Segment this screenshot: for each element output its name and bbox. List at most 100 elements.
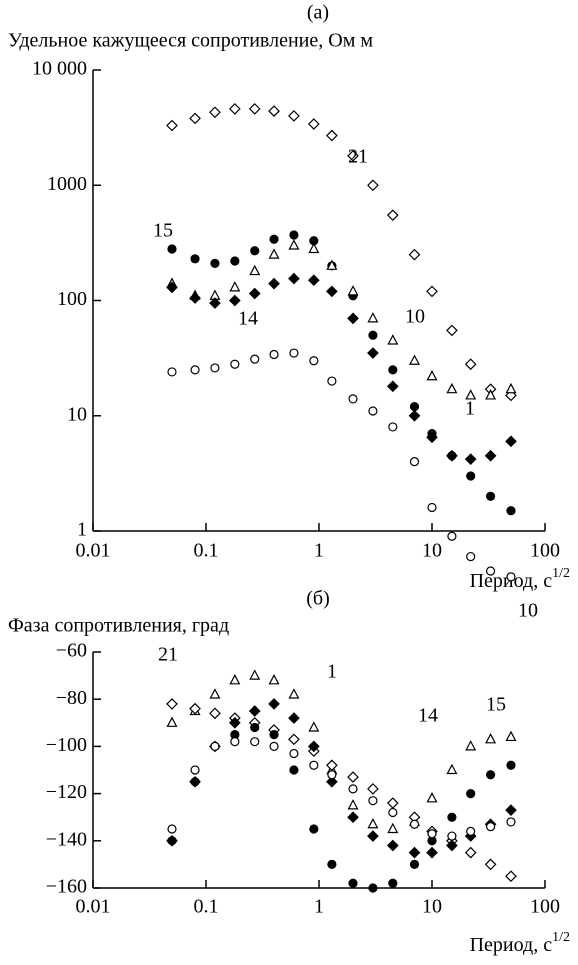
point xyxy=(250,246,260,256)
chart-title: (б) xyxy=(306,588,330,610)
point xyxy=(347,799,359,810)
point xyxy=(289,230,299,240)
series-label: 15 xyxy=(153,220,173,242)
point xyxy=(426,431,438,444)
x-tick-label: 100 xyxy=(530,896,560,918)
point xyxy=(190,365,200,375)
point xyxy=(426,285,438,298)
point xyxy=(347,285,359,296)
point xyxy=(386,797,399,809)
point xyxy=(268,248,280,259)
point xyxy=(348,784,358,794)
point xyxy=(326,759,338,772)
point xyxy=(209,297,221,309)
point xyxy=(347,312,359,325)
point xyxy=(166,281,178,294)
x-axis-label: Период, с1/2 xyxy=(470,930,570,955)
point xyxy=(167,244,177,254)
point xyxy=(367,347,379,359)
point xyxy=(466,788,476,799)
point xyxy=(408,846,421,859)
point xyxy=(388,422,398,432)
point xyxy=(269,234,279,244)
series-label: 10 xyxy=(405,306,425,328)
y-tick-label: 1 xyxy=(77,519,87,541)
point xyxy=(190,765,200,775)
point xyxy=(505,870,517,883)
point xyxy=(210,363,220,373)
point xyxy=(166,119,178,132)
point xyxy=(367,817,379,829)
point xyxy=(347,811,359,824)
point xyxy=(289,765,299,775)
point xyxy=(309,824,319,834)
point xyxy=(368,406,378,416)
y-tick-label: 10 000 xyxy=(32,58,87,80)
x-axis-label: Период, с1/2 xyxy=(470,566,570,591)
point xyxy=(230,359,240,369)
chart-title: (a) xyxy=(307,2,329,24)
point xyxy=(426,792,438,803)
point xyxy=(326,775,338,788)
point xyxy=(248,103,261,115)
point xyxy=(250,354,260,364)
point xyxy=(190,254,200,264)
x-tick-label: 10 xyxy=(422,540,442,562)
series-label: 15 xyxy=(486,694,506,716)
point xyxy=(288,239,300,250)
point xyxy=(367,179,379,192)
point xyxy=(209,707,221,720)
point xyxy=(250,737,260,747)
point xyxy=(268,698,280,710)
y-tick-label: −140 xyxy=(46,828,87,850)
point xyxy=(229,674,241,685)
point xyxy=(386,209,399,222)
series-label: 1 xyxy=(327,661,337,683)
point xyxy=(210,741,220,752)
y-axis-label: Удельное кажущееся сопротивление, Ом м xyxy=(8,30,373,52)
point xyxy=(309,760,319,770)
point xyxy=(189,112,201,125)
x-tick-label: 0.1 xyxy=(194,540,219,562)
point xyxy=(249,264,261,276)
point xyxy=(288,272,300,285)
point xyxy=(167,367,177,377)
point xyxy=(426,846,438,859)
y-tick-label: −80 xyxy=(56,687,87,709)
point xyxy=(209,688,221,699)
point xyxy=(388,365,398,375)
point xyxy=(485,389,497,400)
point xyxy=(309,356,319,366)
point xyxy=(347,149,359,162)
x-tick-label: 10 xyxy=(422,896,442,918)
point xyxy=(307,118,320,130)
point xyxy=(505,804,517,816)
point xyxy=(485,770,496,780)
point xyxy=(190,777,200,787)
point xyxy=(348,394,358,404)
point xyxy=(485,566,496,576)
x-tick-label: 0.01 xyxy=(76,896,111,918)
point xyxy=(268,105,280,117)
point xyxy=(427,502,437,513)
x-tick-label: 0.1 xyxy=(194,896,219,918)
point xyxy=(466,826,476,836)
point xyxy=(166,698,178,710)
y-tick-label: 1000 xyxy=(47,173,87,195)
point xyxy=(288,110,300,122)
point xyxy=(269,729,279,740)
point xyxy=(289,348,299,358)
point xyxy=(387,822,399,834)
point xyxy=(229,281,241,292)
point xyxy=(327,859,337,870)
point xyxy=(167,836,177,846)
point xyxy=(269,349,279,360)
point xyxy=(408,248,421,261)
series-label: 21 xyxy=(158,644,178,666)
point xyxy=(446,449,458,462)
x-axis-label-exponent: 1/2 xyxy=(552,566,570,581)
x-tick-label: 100 xyxy=(530,540,560,562)
point xyxy=(446,324,458,337)
point xyxy=(465,389,477,400)
point xyxy=(209,106,221,119)
